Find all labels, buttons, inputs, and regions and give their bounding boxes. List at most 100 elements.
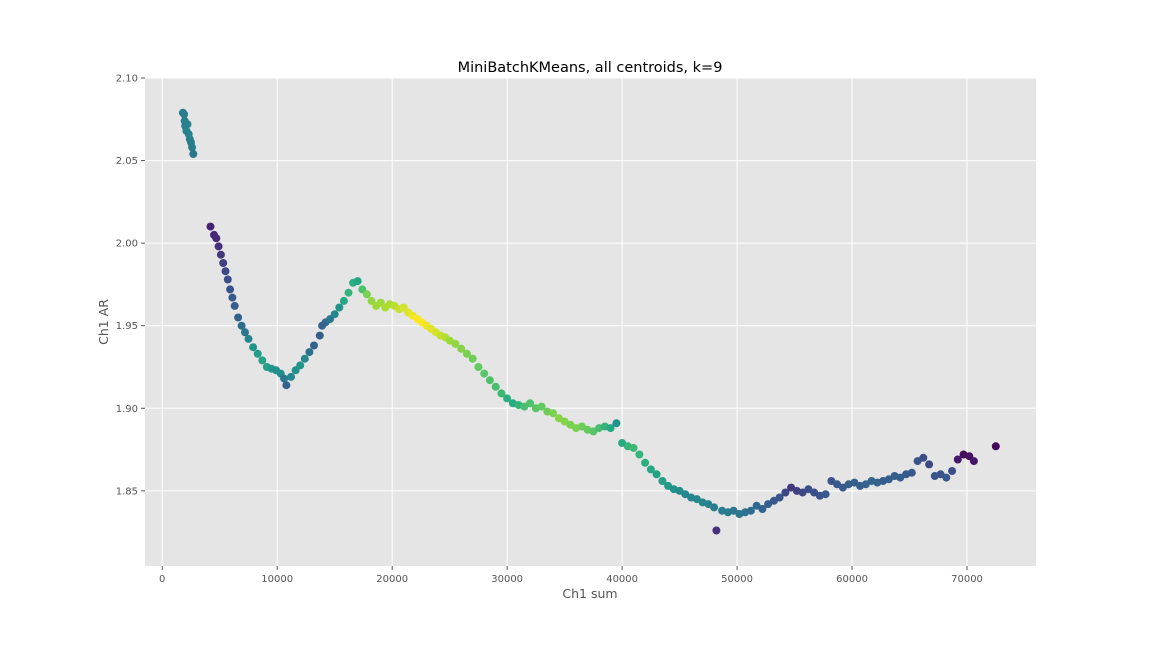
data-point xyxy=(451,339,460,348)
x-tick-label: 30000 xyxy=(491,574,523,585)
data-point xyxy=(618,439,627,447)
x-tick-label: 70000 xyxy=(951,574,983,585)
data-point xyxy=(212,234,221,243)
data-point xyxy=(919,453,928,462)
data-point xyxy=(810,488,819,497)
data-point xyxy=(752,501,761,510)
data-point xyxy=(942,473,951,482)
x-tick-label: 0 xyxy=(159,574,165,585)
data-point xyxy=(228,293,237,302)
data-point xyxy=(861,480,870,489)
data-point xyxy=(237,321,246,330)
data-point xyxy=(746,506,755,515)
data-point xyxy=(712,526,721,535)
data-point xyxy=(214,242,223,251)
data-point xyxy=(315,331,324,340)
data-point xyxy=(969,457,978,466)
data-point xyxy=(462,349,471,358)
data-point xyxy=(798,488,807,497)
data-point xyxy=(305,348,314,357)
data-point xyxy=(948,467,957,475)
data-point xyxy=(729,506,738,515)
data-point xyxy=(221,267,230,276)
data-point xyxy=(183,120,192,129)
y-tick-label: 1.95 xyxy=(116,321,138,332)
data-point xyxy=(710,503,719,512)
data-point xyxy=(497,389,506,398)
data-point xyxy=(485,376,494,385)
data-point xyxy=(884,475,893,484)
data-point xyxy=(226,285,235,294)
data-point xyxy=(652,470,661,479)
data-point xyxy=(629,443,638,452)
data-point xyxy=(775,493,784,502)
data-point xyxy=(549,409,558,418)
data-point xyxy=(249,343,258,352)
data-point xyxy=(526,399,535,408)
data-point xyxy=(330,310,339,319)
data-point xyxy=(692,495,701,504)
data-point xyxy=(491,382,500,391)
data-point xyxy=(612,419,621,428)
data-point xyxy=(833,480,842,489)
data-point xyxy=(925,460,934,469)
data-point xyxy=(216,250,225,259)
data-point xyxy=(953,455,962,464)
x-tick-label: 20000 xyxy=(376,574,408,585)
data-point xyxy=(646,465,655,474)
data-point xyxy=(474,363,483,371)
data-point xyxy=(658,477,667,485)
data-point xyxy=(353,277,362,286)
x-tick-label: 40000 xyxy=(606,574,638,585)
grid-lines xyxy=(145,77,1036,566)
y-tick-label: 2.00 xyxy=(116,239,138,250)
data-point xyxy=(234,313,243,322)
data-point xyxy=(280,374,289,383)
y-tick-label: 1.85 xyxy=(116,486,138,497)
y-tick-label: 1.90 xyxy=(116,404,138,415)
data-points xyxy=(178,108,1000,535)
data-point xyxy=(991,442,1000,451)
data-point xyxy=(537,402,546,411)
data-point xyxy=(287,372,295,381)
data-point xyxy=(223,275,232,284)
data-point xyxy=(362,290,371,299)
x-tick-label: 50000 xyxy=(721,574,753,585)
data-point xyxy=(230,301,239,310)
data-point xyxy=(560,417,569,426)
data-point xyxy=(189,150,198,158)
data-point xyxy=(704,500,713,509)
data-point xyxy=(503,394,512,403)
data-point xyxy=(821,490,830,499)
data-point xyxy=(764,500,773,509)
data-point xyxy=(206,222,215,231)
data-point xyxy=(188,143,197,152)
data-point xyxy=(300,354,309,363)
chart-title: MiniBatchKMeans, all centroids, k=9 xyxy=(458,60,723,76)
data-point xyxy=(781,488,790,497)
data-point xyxy=(335,303,344,312)
data-point xyxy=(787,483,796,492)
x-tick-label: 60000 xyxy=(836,574,868,585)
data-point xyxy=(468,354,477,363)
data-point xyxy=(758,505,767,513)
axis-ticks: 0 10000 20000 30000 40000 50000 60000 70000 1.85… xyxy=(116,74,983,586)
y-tick-label: 2.05 xyxy=(116,156,138,167)
data-point xyxy=(344,288,353,297)
data-point xyxy=(339,296,348,305)
data-point xyxy=(606,424,615,433)
data-point xyxy=(219,259,228,267)
data-point xyxy=(457,344,466,353)
plot-area-background xyxy=(145,78,1036,566)
data-point xyxy=(258,356,267,365)
data-point xyxy=(635,450,644,459)
data-point xyxy=(310,341,318,350)
y-tick-label: 2.10 xyxy=(116,74,138,85)
data-point xyxy=(296,361,305,370)
data-point xyxy=(664,481,673,490)
data-point xyxy=(253,349,262,358)
data-point xyxy=(681,490,690,499)
data-point xyxy=(282,381,291,390)
data-point xyxy=(241,328,249,337)
